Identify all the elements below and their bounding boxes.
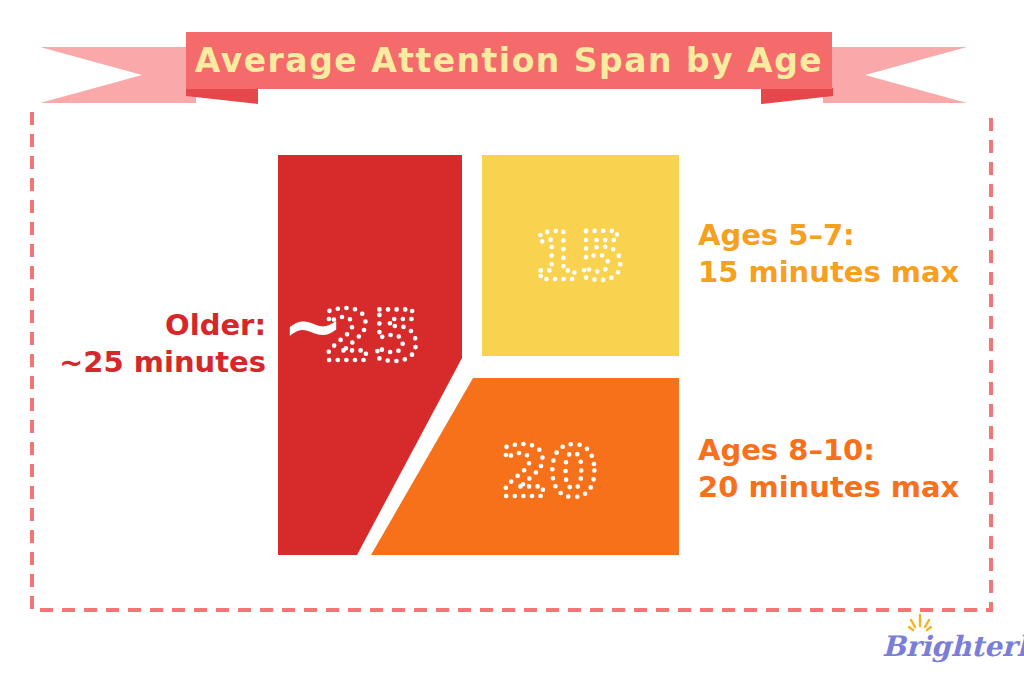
label-ages-5-7: Ages 5–7: 15 minutes max [698, 217, 959, 291]
ribbon-right-tail [823, 47, 967, 103]
infographic-canvas: 15 20 ~ 25 Average Attention Span by Age… [0, 0, 1024, 683]
value-older: 25 [323, 295, 420, 377]
label-older: Older: ~25 minutes [40, 307, 266, 381]
label-older-line2: ~25 minutes [40, 344, 266, 381]
ribbon-left-tail [40, 47, 196, 103]
label-ages-8-10-line1: Ages 8–10: [698, 432, 959, 469]
ribbon-right-fold [761, 88, 833, 104]
page-title: Average Attention Span by Age [186, 32, 832, 89]
sun-icon [908, 612, 932, 632]
label-ages-5-7-line2: 15 minutes max [698, 254, 959, 291]
label-ages-5-7-line1: Ages 5–7: [698, 217, 959, 254]
label-ages-8-10-line2: 20 minutes max [698, 469, 959, 506]
brand-name: Brighterly [882, 630, 1024, 663]
ribbon-left-fold [186, 88, 258, 104]
label-ages-8-10: Ages 8–10: 20 minutes max [698, 432, 959, 506]
label-older-line1: Older: [40, 307, 266, 344]
value-ages-8-10: 20 [500, 431, 597, 513]
value-ages-5-7: 15 [533, 218, 625, 295]
brand-logo: Brighterly [876, 612, 1016, 672]
